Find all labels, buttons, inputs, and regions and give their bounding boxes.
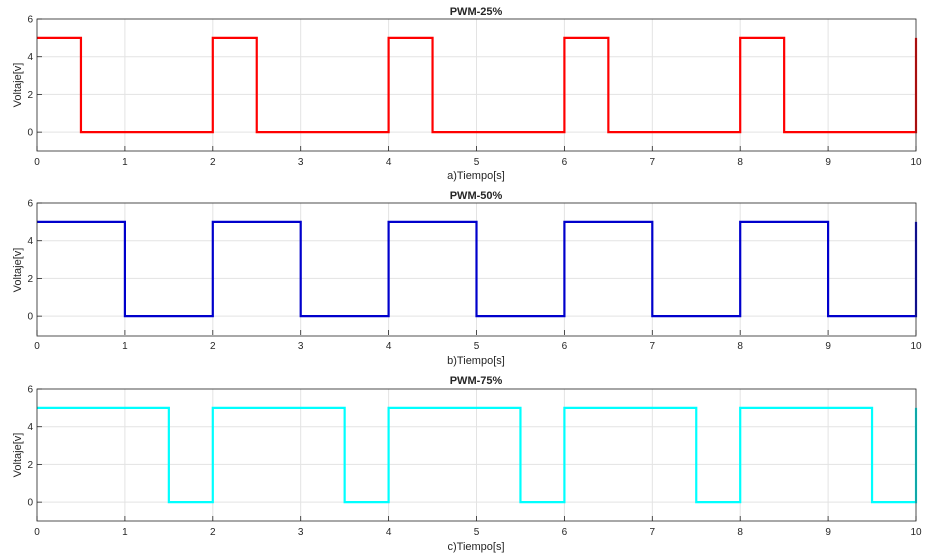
panel-title: PWM-50% [450,190,503,202]
x-tick-label: 8 [737,157,743,168]
y-tick-label: 0 [27,312,33,323]
y-axis: 0 2 4 6 [27,385,42,509]
x-tick-label: 0 [34,527,40,538]
x-tick-label: 6 [562,527,568,538]
x-tick-label: 2 [210,527,216,538]
plot-frame [36,202,917,337]
x-tick-label: 1 [122,157,128,168]
y-tick-label: 2 [27,90,33,101]
y-axis: 0 2 4 6 [27,15,42,139]
x-tick-label: 8 [737,527,743,538]
x-tick-label: 1 [122,341,128,352]
series-area [37,36,918,134]
x-tick-label: 3 [298,341,304,352]
y-tick-label: 2 [27,460,33,471]
x-axis-label: b)Tiempo[s] [447,355,505,367]
x-tick-label: 4 [386,157,392,168]
series-area [37,220,918,318]
x-tick-label: 5 [474,341,480,352]
y-tick-label: 0 [27,128,33,139]
x-tick-label: 4 [386,527,392,538]
x-tick-label: 3 [298,157,304,168]
y-tick-label: 2 [27,274,33,285]
series-area [37,406,918,504]
panel-pwm-75: PWM-75% 0 1 2 3 4 5 6 7 8 9 10 0 2 4 6 c)Tiempo[s] Vo… [12,375,922,553]
x-tick-label: 5 [474,527,480,538]
x-axis-label: a)Tiempo[s] [447,170,505,182]
panel-title: PWM-75% [450,375,503,387]
x-tick-label: 10 [910,527,922,538]
y-axis-label: Voltaje[v] [12,433,24,478]
x-tick-label: 9 [825,157,831,168]
y-axis-label: Voltaje[v] [12,63,24,108]
y-tick-label: 4 [27,422,33,433]
x-tick-label: 0 [34,157,40,168]
x-tick-label: 7 [650,341,656,352]
series-line [37,406,918,504]
x-axis-label: c)Tiempo[s] [447,541,504,553]
x-axis: 0 1 2 3 4 5 6 7 8 9 10 [34,146,922,168]
y-tick-label: 6 [27,199,33,210]
panel-pwm-25: PWM-25% 0 1 2 3 4 5 6 7 8 9 10 0 2 4 6 a)Tiempo[s] Vo… [12,6,922,182]
x-tick-label: 8 [737,341,743,352]
x-tick-label: 0 [34,341,40,352]
y-tick-label: 4 [27,52,33,63]
y-tick-label: 6 [27,15,33,26]
x-tick-label: 2 [210,341,216,352]
x-tick-label: 2 [210,157,216,168]
x-tick-label: 10 [910,157,922,168]
panel-pwm-50: PWM-50% 0 1 2 3 4 5 6 7 8 9 10 0 2 4 6 b)Tiempo[s] Vo… [12,190,922,367]
x-tick-label: 7 [650,527,656,538]
x-tick-label: 9 [825,527,831,538]
panel-title: PWM-25% [450,6,503,18]
x-axis: 0 1 2 3 4 5 6 7 8 9 10 [34,330,922,352]
x-tick-label: 3 [298,527,304,538]
x-tick-label: 4 [386,341,392,352]
x-tick-label: 1 [122,527,128,538]
x-tick-label: 7 [650,157,656,168]
series-line [37,36,918,134]
series-line [37,220,918,318]
x-tick-label: 5 [474,157,480,168]
y-tick-label: 0 [27,498,33,509]
y-axis-label: Voltaje[v] [12,248,24,293]
x-tick-label: 6 [562,341,568,352]
x-axis: 0 1 2 3 4 5 6 7 8 9 10 [34,516,922,538]
x-tick-label: 10 [910,341,922,352]
x-tick-label: 9 [825,341,831,352]
y-axis: 0 2 4 6 [27,199,42,323]
y-tick-label: 6 [27,385,33,396]
x-tick-label: 6 [562,157,568,168]
y-tick-label: 4 [27,236,33,247]
